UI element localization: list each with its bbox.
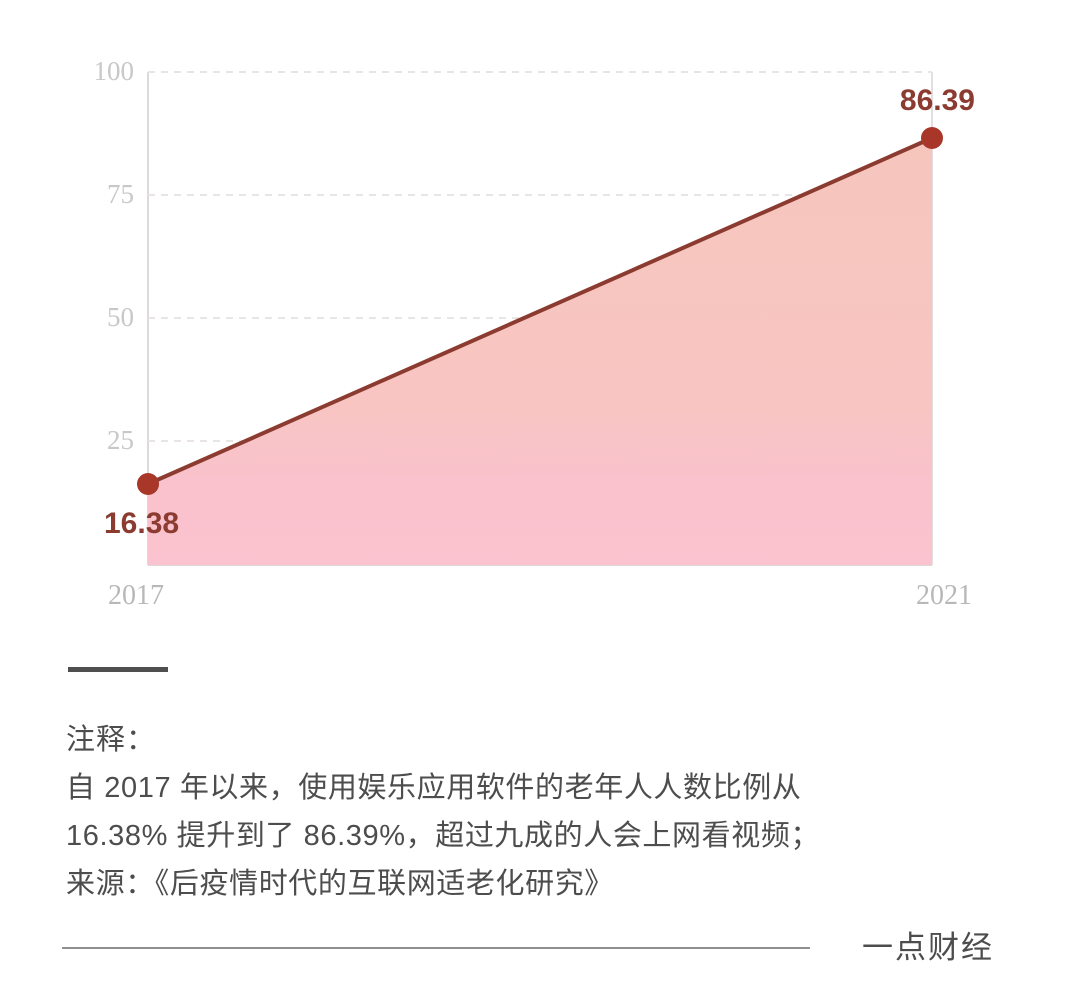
notes-line-1: 自 2017 年以来，使用娱乐应用软件的老年人人数比例从 (66, 772, 802, 804)
footer: 一点财经 (0, 930, 1080, 990)
data-point-2021[interactable] (921, 127, 943, 149)
y-tick-label-50: 50 (107, 302, 134, 332)
notes-line-3: 来源：《后疫情时代的互联网适老化研究》 (66, 868, 614, 900)
y-tick-label-100: 100 (94, 56, 135, 86)
data-label-2017: 16.38 (104, 507, 179, 540)
data-point-2017[interactable] (137, 473, 159, 495)
y-axis-tick-labels: 100 75 50 25 (94, 56, 135, 455)
x-tick-label-2017: 2017 (108, 580, 164, 611)
y-tick-label-25: 25 (107, 425, 134, 455)
x-tick-label-2021: 2021 (916, 580, 972, 611)
footer-divider (62, 947, 810, 949)
data-label-2021: 86.39 (900, 84, 975, 117)
notes-line-2: 16.38% 提升到了 86.39%，超过九成的人会上网看视频； (66, 820, 821, 852)
notes-heading: 注释： (66, 724, 157, 756)
footer-brand: 一点财经 (862, 930, 994, 965)
y-tick-label-75: 75 (107, 179, 134, 209)
chart-canvas: 100 75 50 25 2017 2021 16.38 86.39 (94, 56, 976, 611)
notes-body: 注释： 自 2017 年以来，使用娱乐应用软件的老年人人数比例从 16.38% … (66, 716, 1026, 908)
section-divider-thick (68, 667, 168, 672)
trend-line (146, 136, 934, 486)
area-fill (148, 138, 932, 565)
x-axis-tick-labels: 2017 2021 (108, 580, 972, 611)
line-area-chart: 100 75 50 25 2017 2021 16.38 86.39 (94, 56, 976, 611)
